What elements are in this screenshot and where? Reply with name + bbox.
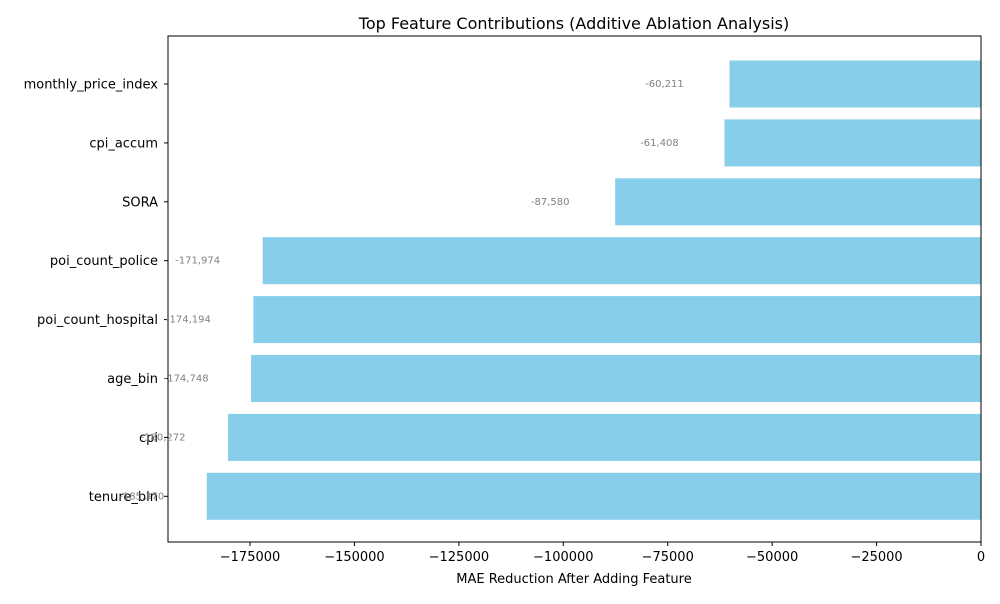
x-tick-label: −25000 xyxy=(850,550,902,565)
y-tick-label: cpi_accum xyxy=(89,136,158,151)
x-tick-label: −50000 xyxy=(746,550,798,565)
bar-monthly_price_index xyxy=(729,60,981,108)
bar-SORA xyxy=(615,178,981,226)
x-tick-label: −100000 xyxy=(533,550,594,565)
value-label: -87,580 xyxy=(531,197,570,208)
x-tick-label: 0 xyxy=(977,550,985,565)
x-tick-label: −125000 xyxy=(429,550,490,565)
x-tick-label: −175000 xyxy=(220,550,281,565)
bar-poi_count_hospital xyxy=(253,296,982,344)
bar-poi_count_police xyxy=(262,237,981,285)
value-label: -171,974 xyxy=(175,256,220,267)
value-label: -174,748 xyxy=(164,374,209,385)
plot-area: monthly_price_index cpi_accum SORA poi_coun… xyxy=(24,35,985,565)
bar-age_bin xyxy=(251,355,981,402)
bar-cpi_accum xyxy=(724,119,981,167)
value-label: -60,211 xyxy=(645,79,684,90)
value-label: -185,370 xyxy=(119,491,164,502)
y-tick-label: poi_count_police xyxy=(50,254,158,269)
x-tick-label: −75000 xyxy=(642,550,694,565)
y-tick-label: poi_count_hospital xyxy=(37,313,158,328)
value-label: -174,194 xyxy=(166,315,211,326)
bar-tenure_bin xyxy=(206,472,981,520)
chart-title: Top Feature Contributions (Additive Abla… xyxy=(358,14,789,33)
axes-frame xyxy=(167,35,982,543)
y-tick-label: cpi xyxy=(139,431,158,446)
y-tick-label: tenure_bin xyxy=(89,490,158,505)
bar-cpi xyxy=(228,413,981,461)
x-axis-label: MAE Reduction After Adding Feature xyxy=(456,572,691,587)
y-tick-label: monthly_price_index xyxy=(24,78,159,93)
y-tick-label: age_bin xyxy=(107,372,158,387)
y-tick-label: SORA xyxy=(122,195,158,210)
value-label: -61,408 xyxy=(640,138,679,149)
x-tick-label: −150000 xyxy=(324,550,385,565)
value-label: -180,272 xyxy=(141,432,186,443)
